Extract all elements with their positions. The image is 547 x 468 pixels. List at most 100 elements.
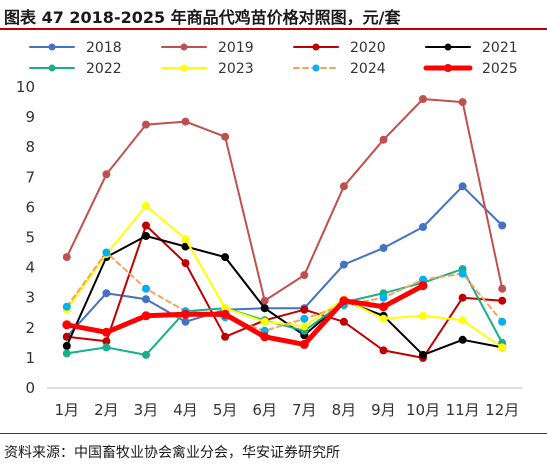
data-point (498, 317, 507, 326)
x-tick-label: 7月 (292, 401, 317, 419)
series-line (65, 185, 504, 338)
data-point (102, 248, 111, 257)
legend-item: 2019 (161, 40, 254, 56)
legend-swatch-marker (444, 43, 452, 51)
legend-item: 2020 (293, 40, 386, 56)
legend-label: 2019 (218, 40, 254, 56)
x-tick-label: 1月 (55, 401, 80, 419)
y-tick-label: 10 (16, 78, 35, 96)
data-point (260, 296, 269, 305)
series-2023 (62, 201, 507, 352)
legend-label: 2020 (350, 40, 386, 56)
data-point (102, 289, 111, 298)
data-point (300, 322, 309, 331)
title-bar: 图表 47 2018-2025 年商品代鸡苗价格对照图，元/套 (0, 0, 547, 30)
data-point (101, 327, 111, 337)
series-line (65, 235, 504, 356)
data-point (142, 201, 150, 210)
series-2025 (62, 281, 428, 349)
source-bar: 资料来源：中国畜牧业协会禽业分会，华安证券研究所 (0, 433, 547, 468)
data-point (458, 316, 467, 325)
chart-title: 图表 47 2018-2025 年商品代鸡苗价格对照图，元/套 (4, 8, 401, 27)
data-point (458, 98, 467, 107)
data-point (181, 317, 190, 326)
x-tick-label: 6月 (252, 401, 277, 419)
data-point (102, 343, 111, 352)
y-tick-label: 9 (25, 108, 35, 126)
legend: 2018 2019 2020 2021 2022 2023 2024 2025 (29, 40, 518, 77)
data-point (498, 343, 507, 352)
x-tick-label: 8月 (332, 401, 357, 419)
legend-label: 2025 (482, 61, 518, 77)
data-point (142, 232, 150, 240)
x-tick-label: 11月 (446, 401, 480, 419)
legend-swatch-marker (180, 43, 188, 51)
x-tick-label: 3月 (134, 401, 159, 419)
data-point (379, 346, 388, 355)
data-point (339, 260, 348, 269)
y-tick-label: 6 (25, 198, 35, 216)
source-note: 资料来源：中国畜牧业协会禽业分会，华安证券研究所 (4, 445, 340, 461)
series-layer (62, 95, 507, 362)
legend-swatch-marker (312, 64, 320, 72)
legend-swatch-marker (180, 64, 188, 72)
data-point (419, 223, 427, 231)
data-point (379, 293, 388, 302)
data-point (339, 182, 348, 191)
data-point (181, 235, 190, 243)
legend-swatch-marker (444, 64, 452, 72)
data-point (141, 311, 151, 321)
data-point (62, 341, 71, 350)
data-point (300, 305, 309, 314)
data-point (181, 309, 190, 319)
data-point (379, 302, 388, 312)
x-tick-label: 5月 (213, 401, 238, 419)
legend-item: 2025 (423, 61, 518, 77)
legend-label: 2021 (482, 40, 518, 56)
data-point (498, 221, 507, 230)
legend-item: 2018 (29, 40, 122, 56)
x-tick-label: 2月 (94, 401, 119, 419)
y-tick-label: 7 (25, 168, 35, 186)
legend-swatch-marker (48, 64, 56, 72)
data-point (142, 295, 150, 304)
line-chart: 2018 2019 2020 2021 2022 2023 2024 2025 0 1 2 3 4 5 6… (16, 40, 522, 419)
data-point (498, 296, 507, 305)
series-2020 (62, 221, 507, 362)
data-point (221, 332, 230, 341)
legend-item: 2023 (161, 61, 254, 77)
series-line (65, 98, 504, 302)
x-tick-label: 12月 (485, 401, 519, 419)
legend-item: 2022 (29, 61, 122, 77)
series-line (65, 224, 504, 359)
y-tick-label: 8 (25, 138, 35, 156)
x-tick-label: 10月 (406, 401, 440, 419)
data-point (379, 314, 388, 323)
data-point (458, 269, 467, 278)
legend-label: 2022 (86, 61, 122, 77)
y-tick-label: 2 (25, 319, 35, 337)
y-tick-label: 3 (25, 289, 35, 307)
series-2022 (62, 265, 507, 359)
data-point (379, 244, 388, 252)
data-point (339, 317, 348, 326)
series-line (64, 283, 426, 347)
data-point (142, 350, 150, 359)
data-point (142, 221, 150, 230)
data-point (419, 95, 427, 103)
data-point (379, 135, 388, 144)
y-tick-label: 5 (25, 229, 35, 247)
data-point (260, 304, 269, 313)
y-tick-label: 0 (25, 379, 35, 397)
data-point (339, 296, 349, 306)
legend-swatch-marker (48, 43, 56, 51)
data-point (181, 117, 190, 126)
x-tick-label: 4月 (173, 401, 198, 419)
data-point (142, 284, 150, 293)
series-line (65, 204, 504, 349)
series-line (65, 251, 504, 332)
data-point (300, 271, 309, 280)
data-point (62, 253, 71, 262)
data-point (62, 302, 71, 311)
